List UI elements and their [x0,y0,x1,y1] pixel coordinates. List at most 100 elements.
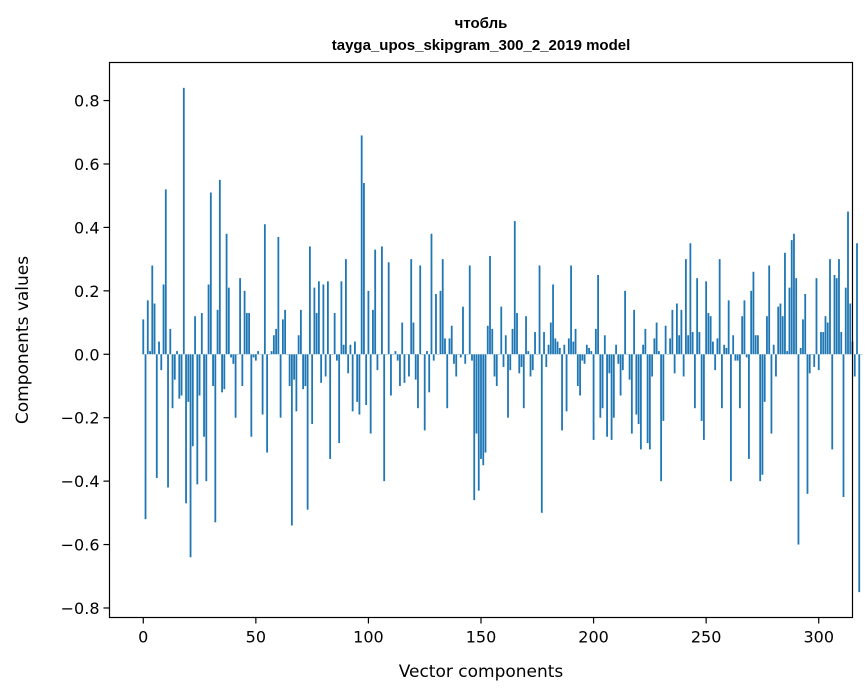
bar [849,303,852,355]
bar [520,354,523,367]
bar [356,354,359,402]
bar [655,322,658,355]
bar [518,354,521,374]
bar [709,316,712,355]
bar [712,341,714,355]
bar [194,316,196,355]
bar [187,354,190,402]
bar [430,233,433,355]
bar [214,354,217,523]
bar [146,300,149,355]
bar [306,354,309,510]
bar [198,354,201,396]
y-tick-label: 0.6 [74,155,99,174]
bar [777,306,780,355]
bar [394,351,397,355]
bar [617,354,620,364]
bar [766,316,768,355]
bar [290,354,293,526]
bar [651,354,654,377]
bar [770,354,773,434]
bar [223,354,226,390]
bar [293,354,296,380]
bar [381,246,383,355]
bar [745,354,748,358]
bar [761,354,764,475]
bar [408,354,410,377]
bar [338,354,341,444]
bar [221,354,223,393]
bar [315,313,318,355]
bar [826,322,829,355]
bar [601,354,604,409]
bar [612,354,615,418]
bar [714,354,717,371]
bar [610,354,613,440]
bar [182,87,185,355]
bar [142,319,145,355]
x-axis-label: Vector components [399,662,564,682]
bar [813,354,816,367]
bar [730,354,732,482]
bar [365,354,368,406]
y-tick-label: −0.8 [61,599,100,618]
bar [144,354,147,520]
bar [707,313,710,355]
bar [639,354,642,450]
bar [693,354,696,409]
bar [347,354,350,374]
bar [191,354,194,447]
bar [624,290,626,355]
bar [547,344,550,355]
bar [842,354,845,497]
bar [725,347,728,355]
bar [272,335,275,355]
bar [768,265,771,355]
bar [448,338,451,355]
bar [243,290,246,355]
bar [588,347,590,355]
bar [171,354,174,409]
bar [167,354,169,488]
bar [804,294,807,355]
bar [327,281,329,355]
bar [633,309,635,355]
bar-series [142,87,863,593]
y-tick-label: 0.8 [74,92,99,111]
bar [403,354,406,383]
bar [245,313,248,355]
x-tick-label: 100 [353,628,384,647]
bar [311,354,314,425]
bar [410,259,413,355]
bar [234,354,237,418]
bar [304,354,307,386]
bar [806,354,809,494]
bar [567,338,570,355]
bar [482,354,485,466]
bar [369,354,372,434]
bar [360,135,363,355]
bar [493,354,496,377]
bar [212,354,214,386]
bar [574,328,577,355]
bar [716,338,719,355]
bar [358,354,361,415]
bar [585,344,588,355]
bar [653,338,656,355]
bar [829,259,831,355]
bar [675,303,678,355]
y-tick-label: 0.0 [74,345,99,364]
bar [308,246,311,355]
bar [615,344,617,355]
bar [689,243,692,355]
bar [527,351,530,355]
y-tick-label: 0.2 [74,282,99,301]
bar [628,354,631,380]
bar [414,354,417,380]
bar [277,236,280,355]
bar [333,313,336,355]
y-tick-label: −0.4 [61,472,100,491]
bar [511,328,514,355]
bar [594,328,597,355]
bar [439,290,442,355]
